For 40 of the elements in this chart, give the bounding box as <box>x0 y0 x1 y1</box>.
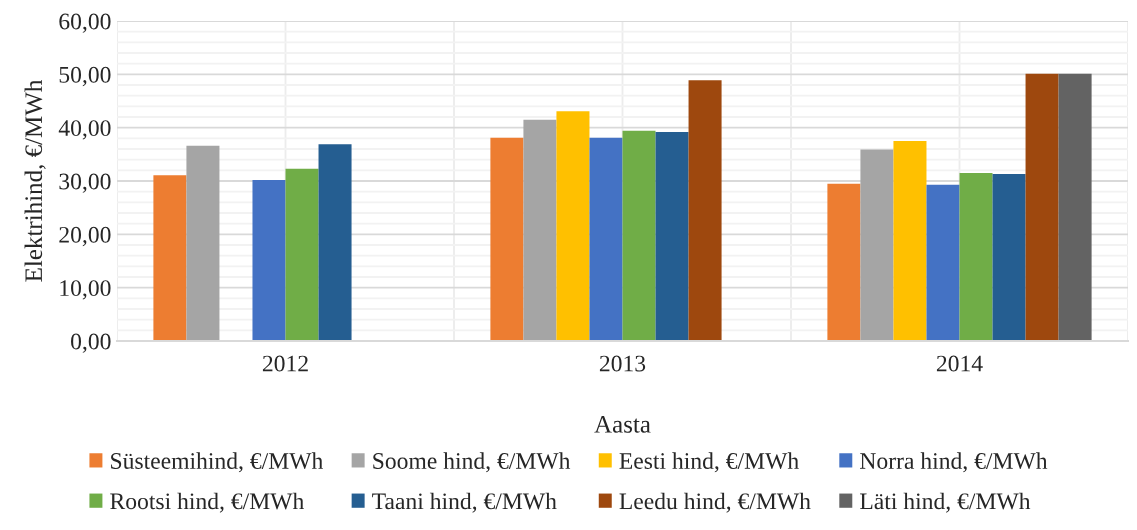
legend-label: Läti hind, €/MWh <box>860 492 1031 513</box>
bar <box>893 141 927 341</box>
legend-label: Taani hind, €/MWh <box>372 492 557 513</box>
bar <box>318 144 352 341</box>
y-tick-label: 30,00 <box>59 173 111 193</box>
bar <box>655 131 689 341</box>
y-tick-label: 10,00 <box>60 280 111 300</box>
legend-label: Süsteemihind, €/MWh <box>111 452 323 473</box>
y-tick-label: 40,00 <box>58 120 111 140</box>
x-tick-label: 2014 <box>936 355 983 372</box>
legend-label: Soome hind, €/MWh <box>373 452 571 473</box>
legend-label: Norra hind, €/MWh <box>860 452 1048 473</box>
bar <box>688 80 722 341</box>
bar <box>926 184 960 341</box>
bar <box>153 175 187 341</box>
bar <box>490 137 524 341</box>
x-axis-title: Aasta <box>594 416 651 433</box>
bar <box>622 130 656 341</box>
bar <box>992 174 1026 341</box>
bar <box>252 179 286 341</box>
bar <box>1025 73 1059 341</box>
bar <box>186 145 220 341</box>
y-tick-label: 50,00 <box>59 66 111 87</box>
legend-label: Rootsi hind, €/MWh <box>110 492 304 513</box>
bar <box>589 137 623 341</box>
bar <box>1058 73 1092 341</box>
bar <box>827 183 861 341</box>
bar <box>556 111 590 341</box>
bar <box>523 119 557 341</box>
x-tick-label: 2012 <box>262 355 308 372</box>
y-axis-title: Elektrihind, €/MWh <box>24 79 46 282</box>
y-tick-label: 20,00 <box>59 226 111 247</box>
y-tick-label: 0,00 <box>71 333 111 353</box>
bar <box>959 173 993 341</box>
legend-label: Leedu hind, €/MWh <box>619 492 811 513</box>
x-tick-label: 2013 <box>599 355 646 372</box>
y-tick-label: 60,00 <box>59 13 111 33</box>
bar <box>285 168 319 341</box>
legend-label: Eesti hind, €/MWh <box>619 452 799 473</box>
bar <box>860 149 894 341</box>
